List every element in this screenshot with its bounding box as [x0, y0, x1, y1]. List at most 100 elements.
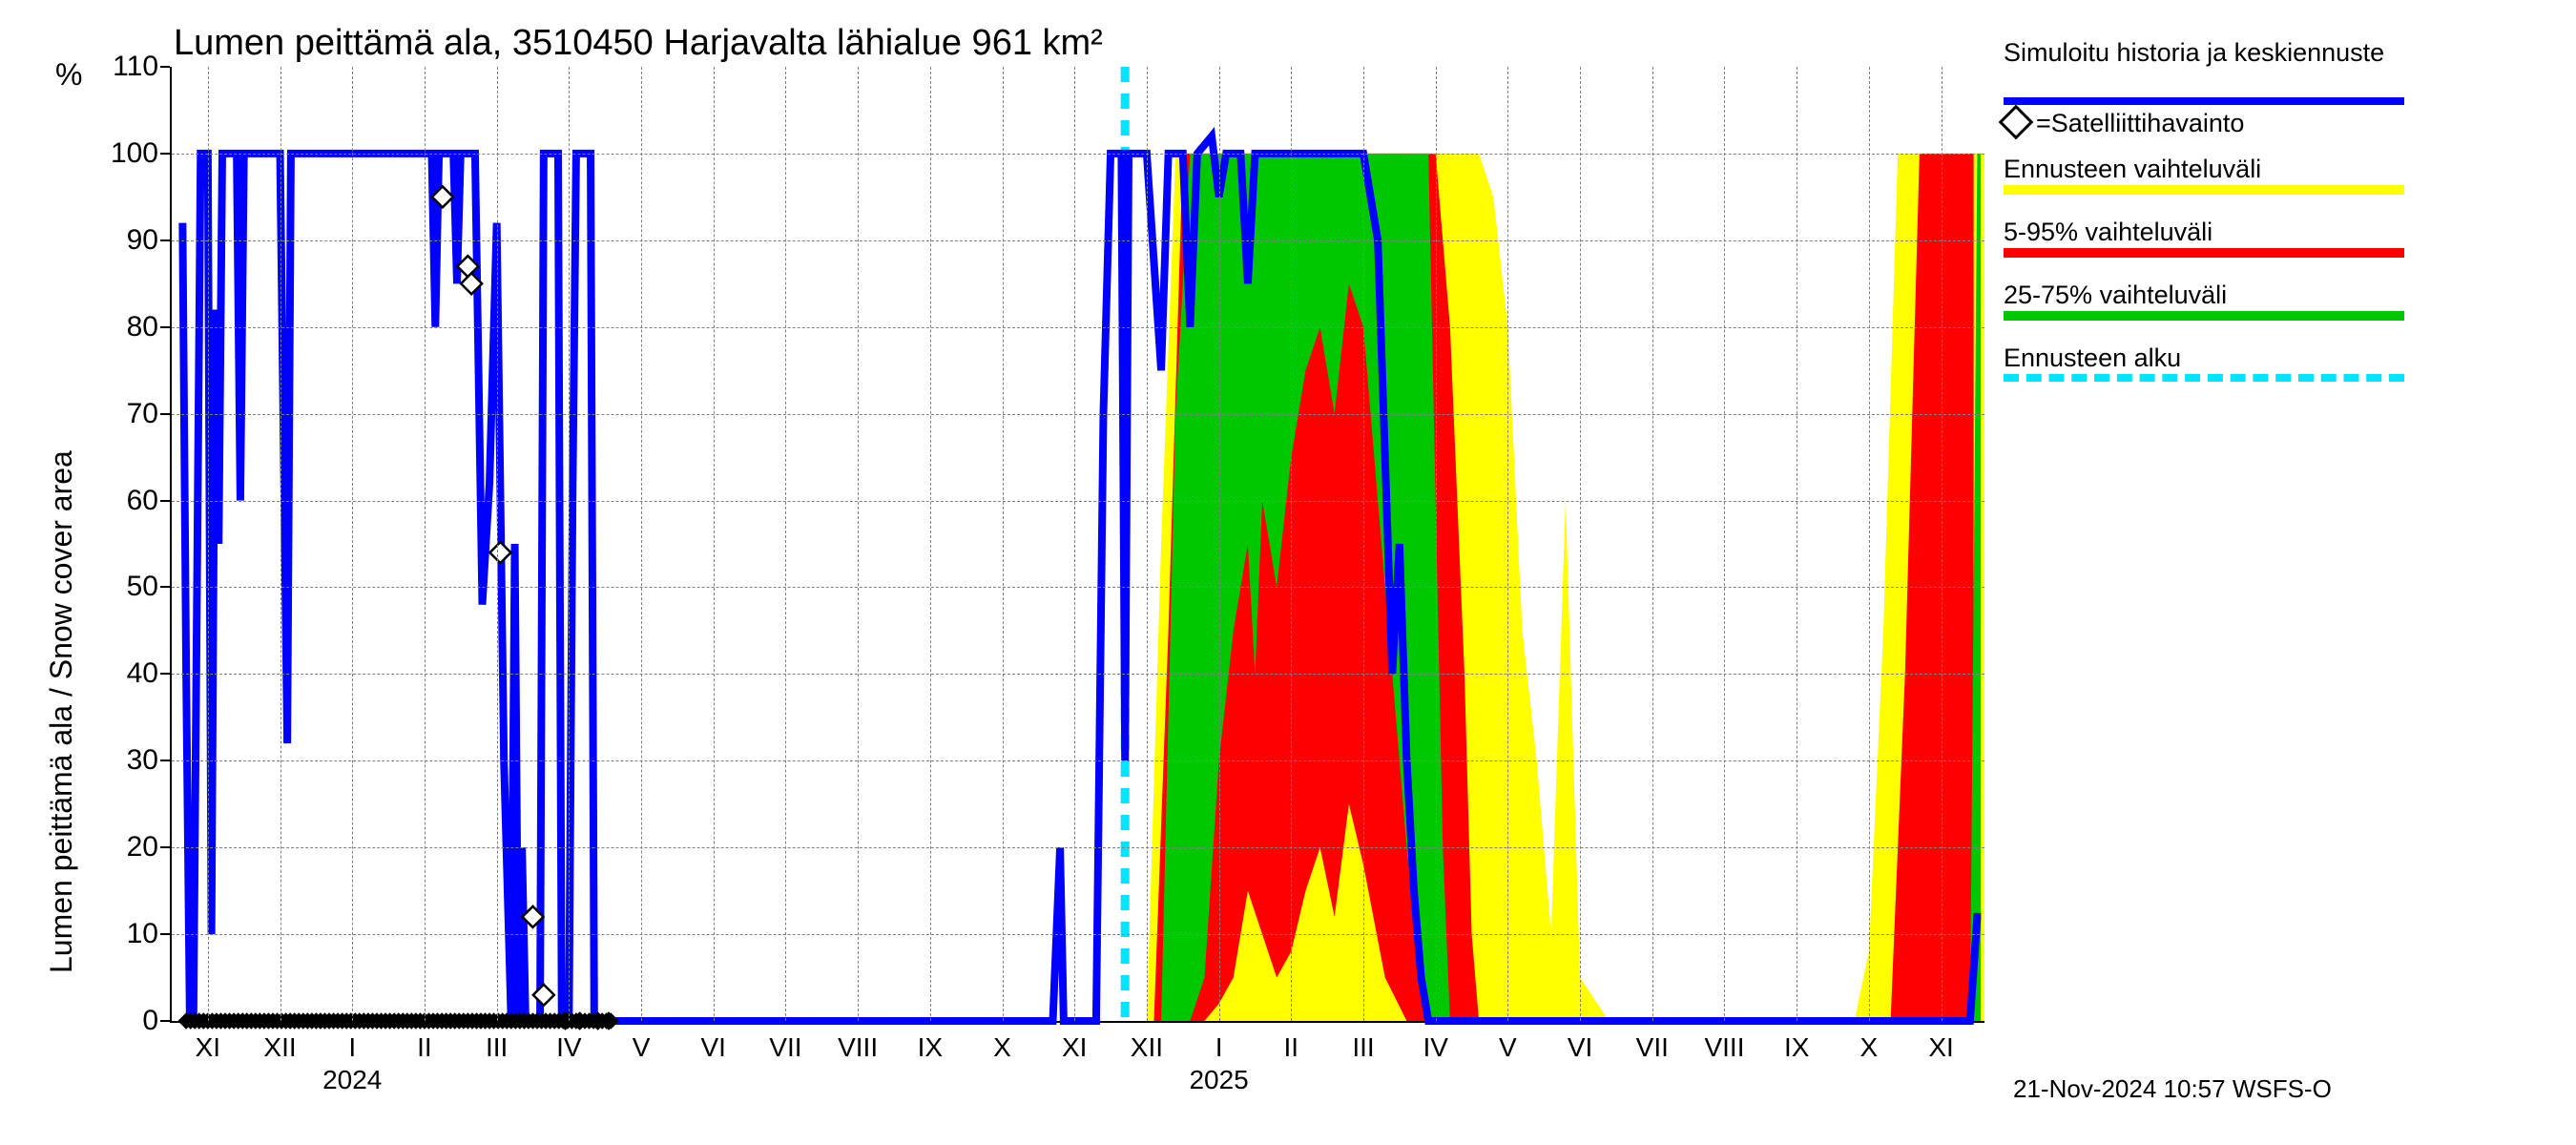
legend-label: Ennusteen alku	[2004, 344, 2423, 373]
x-month-label: VII	[769, 1032, 801, 1063]
x-month-label: V	[633, 1032, 651, 1063]
grid-v	[1652, 67, 1653, 1021]
x-month-label: XI	[196, 1032, 220, 1063]
y-tick-label: 0	[142, 1005, 158, 1037]
x-month-label: IX	[918, 1032, 943, 1063]
y-tick	[160, 326, 170, 328]
diamond-icon	[1999, 105, 2034, 140]
y-tick-label: 90	[127, 224, 158, 257]
legend-swatch	[2004, 97, 2404, 105]
grid-h	[172, 240, 1984, 241]
grid-v	[930, 67, 931, 1021]
grid-v	[280, 67, 281, 1021]
grid-v	[1724, 67, 1725, 1021]
legend-label: 5-95% vaihteluväli	[2004, 218, 2423, 247]
y-tick-label: 20	[127, 831, 158, 864]
y-tick	[160, 500, 170, 502]
x-year-label: 2024	[322, 1065, 382, 1095]
grid-v	[1147, 67, 1148, 1021]
grid-v	[569, 67, 570, 1021]
legend-label: =Satelliittihavainto	[2036, 109, 2244, 138]
y-tick-label: 50	[127, 571, 158, 603]
x-month-label: XII	[1131, 1032, 1163, 1063]
grid-h	[172, 760, 1984, 761]
x-month-label: V	[1499, 1032, 1517, 1063]
legend-row: Simuloitu historia ja keskiennuste	[2004, 38, 2423, 107]
y-tick	[160, 760, 170, 761]
x-month-label: IV	[556, 1032, 581, 1063]
x-month-label: III	[486, 1032, 508, 1063]
grid-v	[1219, 67, 1220, 1021]
x-month-label: IV	[1423, 1032, 1447, 1063]
y-tick	[160, 586, 170, 588]
chart-root: Lumen peittämä ala, 3510450 Harjavalta l…	[0, 0, 2576, 1145]
main-line	[182, 136, 1981, 1021]
x-month-label: XI	[1062, 1032, 1087, 1063]
y-tick	[160, 673, 170, 675]
legend-row: =Satelliittihavainto	[2004, 107, 2423, 155]
grid-v	[641, 67, 642, 1021]
legend-row: 5-95% vaihteluväli	[2004, 218, 2423, 281]
x-month-label: VI	[1568, 1032, 1592, 1063]
y-tick-label: 70	[127, 398, 158, 430]
grid-v	[1436, 67, 1437, 1021]
x-month-label: I	[1215, 1032, 1223, 1063]
y-tick-label: 80	[127, 311, 158, 344]
satellite-marker	[489, 542, 510, 563]
grid-v	[1074, 67, 1075, 1021]
grid-h	[172, 934, 1984, 935]
legend-swatch	[2004, 248, 2404, 258]
grid-h	[172, 847, 1984, 848]
y-tick-label: 30	[127, 744, 158, 777]
grid-v	[497, 67, 498, 1021]
legend-row: 25-75% vaihteluväli	[2004, 281, 2423, 344]
x-month-label: XII	[263, 1032, 296, 1063]
y-tick-label: 110	[113, 51, 158, 83]
y-unit: %	[55, 57, 82, 93]
grid-v	[425, 67, 426, 1021]
x-month-label: II	[417, 1032, 432, 1063]
y-tick-label: 40	[127, 657, 158, 690]
legend-row: Ennusteen alku	[2004, 344, 2423, 406]
x-month-label: VIII	[1704, 1032, 1744, 1063]
y-tick-label: 60	[127, 485, 158, 517]
x-month-label: III	[1352, 1032, 1374, 1063]
grid-h	[172, 501, 1984, 502]
grid-v	[1507, 67, 1508, 1021]
x-year-label: 2025	[1189, 1065, 1248, 1095]
y-axis-title: Lumen peittämä ala / Snow cover area	[44, 450, 79, 973]
grid-v	[785, 67, 786, 1021]
grid-h	[172, 674, 1984, 675]
grid-h	[172, 327, 1984, 328]
x-month-label: VI	[700, 1032, 725, 1063]
legend-swatch	[2004, 185, 2404, 195]
legend-label: 25-75% vaihteluväli	[2004, 281, 2423, 310]
chart-svg	[172, 67, 1984, 1021]
y-tick	[160, 1020, 170, 1022]
x-month-label: VIII	[838, 1032, 878, 1063]
x-month-label: II	[1284, 1032, 1299, 1063]
y-tick-label: 10	[127, 918, 158, 950]
x-month-label: I	[348, 1032, 356, 1063]
grid-v	[714, 67, 715, 1021]
plot-area: 0102030405060708090100110XIXIIIIIIIIIVVV…	[170, 67, 1984, 1023]
grid-v	[352, 67, 353, 1021]
grid-v	[1869, 67, 1870, 1021]
grid-v	[1363, 67, 1364, 1021]
footer-timestamp: 21-Nov-2024 10:57 WSFS-O	[2013, 1074, 2332, 1104]
y-tick	[160, 846, 170, 848]
legend-row: Ennusteen vaihteluväli	[2004, 155, 2423, 218]
legend-label: Ennusteen vaihteluväli	[2004, 155, 2423, 184]
chart-title: Lumen peittämä ala, 3510450 Harjavalta l…	[174, 23, 1103, 64]
grid-v	[208, 67, 209, 1021]
grid-v	[1291, 67, 1292, 1021]
grid-v	[1580, 67, 1581, 1021]
x-month-label: X	[993, 1032, 1011, 1063]
grid-v	[1003, 67, 1004, 1021]
y-tick	[160, 413, 170, 415]
grid-h	[172, 587, 1984, 588]
legend-label: Simuloitu historia ja keskiennuste	[2004, 38, 2423, 68]
grid-v	[858, 67, 859, 1021]
y-tick	[160, 66, 170, 68]
x-month-label: IX	[1784, 1032, 1809, 1063]
